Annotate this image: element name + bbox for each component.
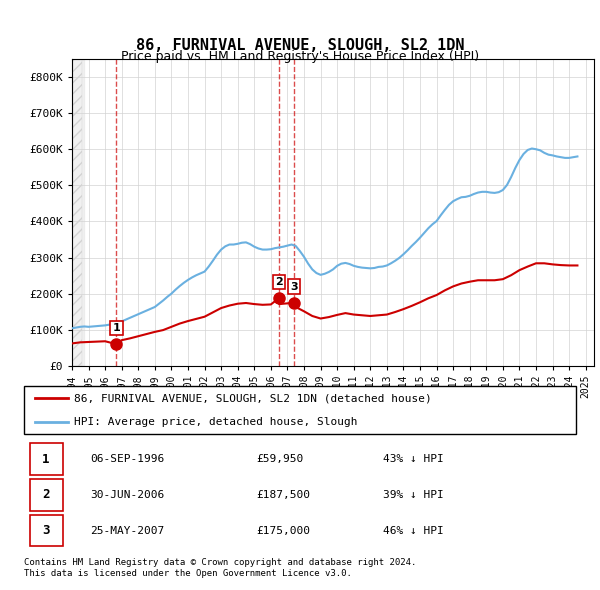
Text: 1: 1 <box>43 453 50 466</box>
Text: 46% ↓ HPI: 46% ↓ HPI <box>383 526 443 536</box>
Text: 25-MAY-2007: 25-MAY-2007 <box>90 526 164 536</box>
Text: 2: 2 <box>43 489 50 502</box>
FancyBboxPatch shape <box>29 443 62 475</box>
FancyBboxPatch shape <box>29 479 62 510</box>
FancyBboxPatch shape <box>29 515 62 546</box>
Text: 3: 3 <box>290 281 298 291</box>
Text: 3: 3 <box>43 525 50 537</box>
Text: Contains HM Land Registry data © Crown copyright and database right 2024.: Contains HM Land Registry data © Crown c… <box>24 558 416 566</box>
Text: 2: 2 <box>275 277 283 287</box>
Text: 1: 1 <box>113 323 120 333</box>
Text: 06-SEP-1996: 06-SEP-1996 <box>90 454 164 464</box>
Text: 30-JUN-2006: 30-JUN-2006 <box>90 490 164 500</box>
Text: £175,000: £175,000 <box>256 526 310 536</box>
Text: This data is licensed under the Open Government Licence v3.0.: This data is licensed under the Open Gov… <box>24 569 352 578</box>
Text: £59,950: £59,950 <box>256 454 303 464</box>
Text: 86, FURNIVAL AVENUE, SLOUGH, SL2 1DN: 86, FURNIVAL AVENUE, SLOUGH, SL2 1DN <box>136 38 464 53</box>
Text: 86, FURNIVAL AVENUE, SLOUGH, SL2 1DN (detached house): 86, FURNIVAL AVENUE, SLOUGH, SL2 1DN (de… <box>74 394 431 403</box>
Text: 39% ↓ HPI: 39% ↓ HPI <box>383 490 443 500</box>
Text: HPI: Average price, detached house, Slough: HPI: Average price, detached house, Slou… <box>74 417 357 427</box>
Text: 43% ↓ HPI: 43% ↓ HPI <box>383 454 443 464</box>
FancyBboxPatch shape <box>24 386 576 434</box>
Text: Price paid vs. HM Land Registry's House Price Index (HPI): Price paid vs. HM Land Registry's House … <box>121 50 479 63</box>
Text: £187,500: £187,500 <box>256 490 310 500</box>
